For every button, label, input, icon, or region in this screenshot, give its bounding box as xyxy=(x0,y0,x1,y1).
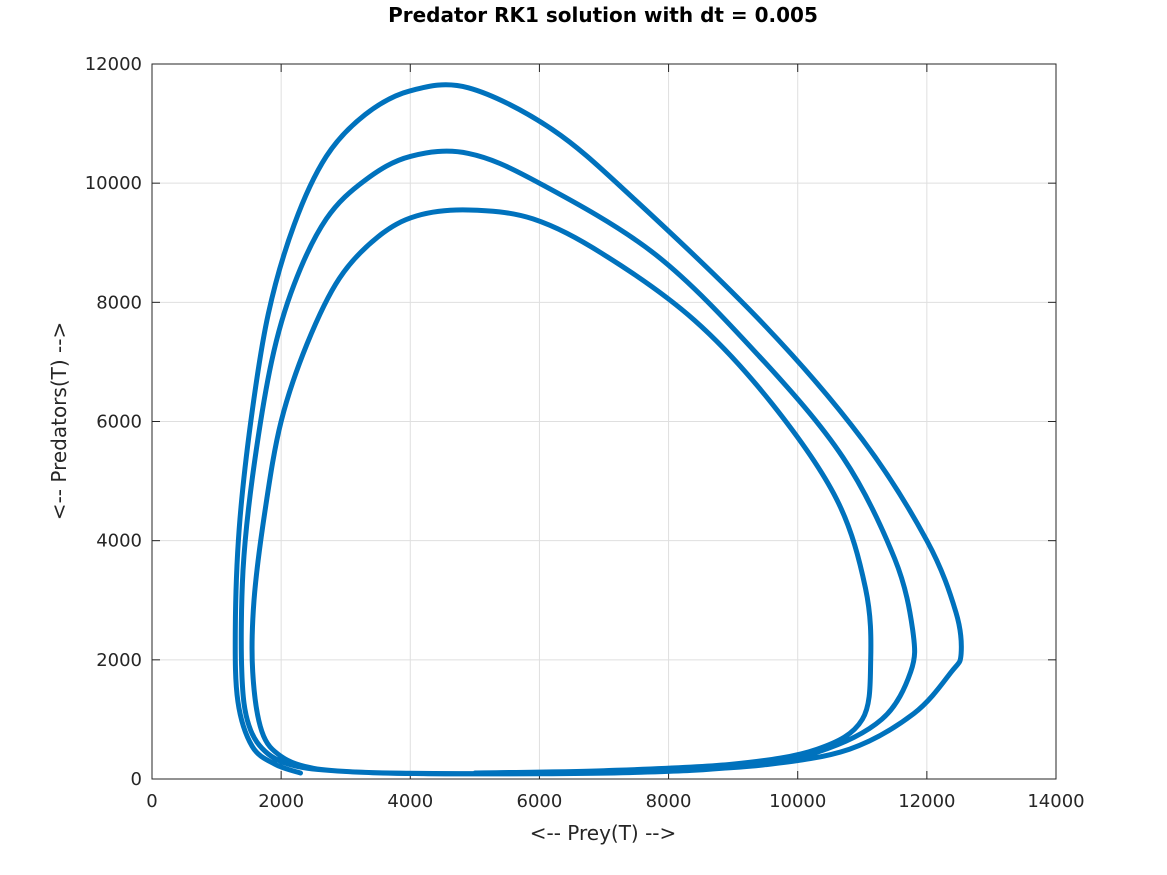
x-axis-label: <-- Prey(T) --> xyxy=(530,821,677,845)
chart-title: Predator RK1 solution with dt = 0.005 xyxy=(388,3,818,27)
y-tick-label: 2000 xyxy=(96,650,142,671)
grid-lines xyxy=(152,64,1056,779)
x-tick-label: 0 xyxy=(146,791,157,812)
x-tick-label: 12000 xyxy=(898,791,955,812)
y-tick-label: 0 xyxy=(131,769,142,790)
x-tick-label: 10000 xyxy=(769,791,826,812)
x-tick-label: 4000 xyxy=(387,791,433,812)
y-tick-label: 8000 xyxy=(96,292,142,313)
series-group xyxy=(232,82,964,777)
x-tick-labels: 0 2000 4000 6000 8000 10000 12000 14000 xyxy=(146,791,1084,812)
x-tick-label: 2000 xyxy=(258,791,304,812)
x-tick-label: 6000 xyxy=(517,791,563,812)
y-tick-label: 4000 xyxy=(96,531,142,552)
y-axis-label: <-- Predators(T) --> xyxy=(47,322,71,520)
y-tick-label: 6000 xyxy=(96,412,142,433)
y-tick-label: 12000 xyxy=(85,54,142,75)
plot-border xyxy=(151,63,1057,780)
series-line xyxy=(232,82,964,777)
y-tick-label: 10000 xyxy=(85,173,142,194)
y-tick-labels: 0 2000 4000 6000 8000 10000 12000 xyxy=(85,54,142,790)
x-tick-label: 8000 xyxy=(646,791,692,812)
x-tick-label: 14000 xyxy=(1027,791,1084,812)
